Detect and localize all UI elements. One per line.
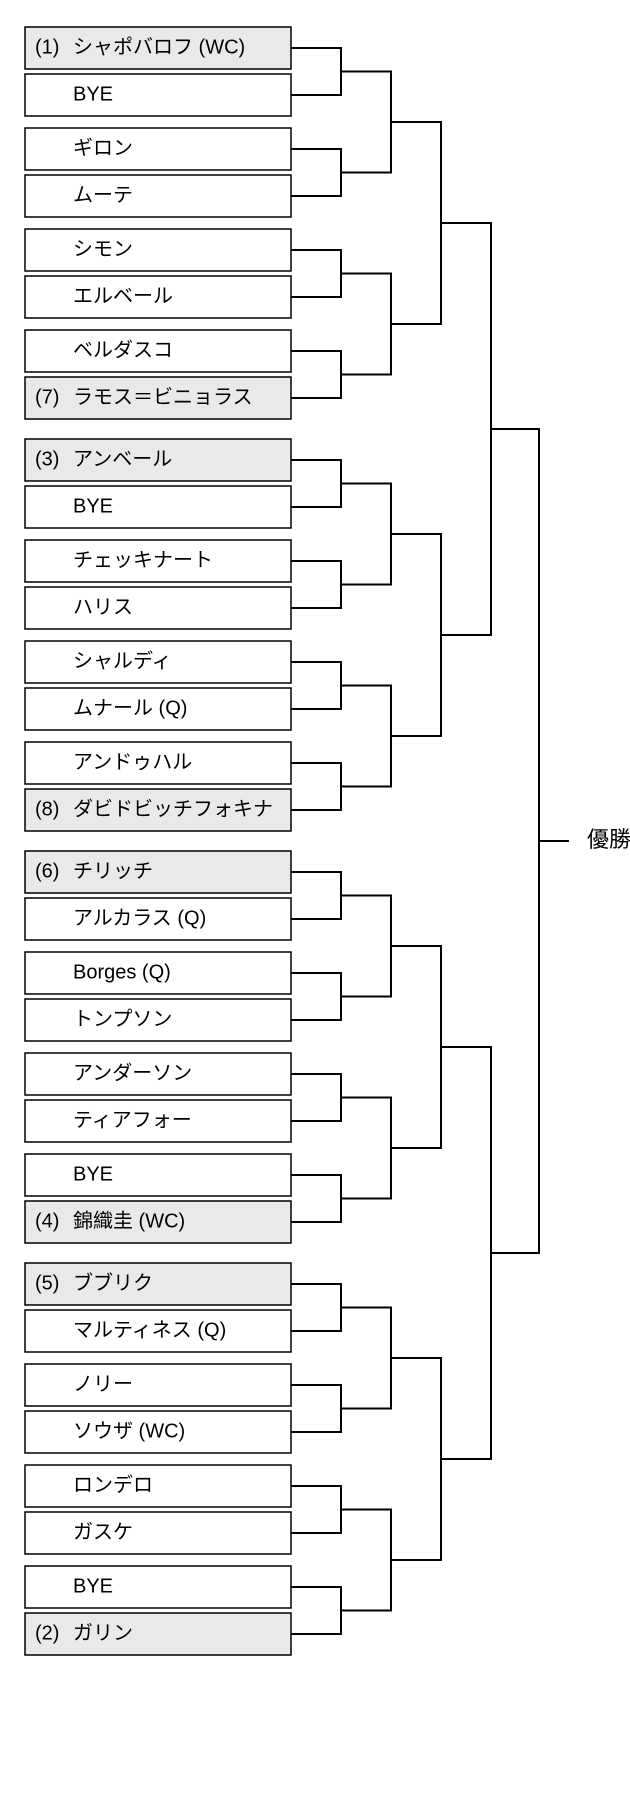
bracket-connector (341, 72, 391, 173)
player-name: チェッキナート (73, 549, 213, 571)
player-slot (25, 1512, 291, 1554)
player-name: アルカラス (Q) (73, 907, 206, 929)
player-name: ラモス＝ビニョラス (73, 385, 253, 408)
winner-label: 優勝 (587, 827, 630, 852)
player-name: BYE (73, 83, 113, 105)
player-name: ハリス (73, 596, 133, 618)
bracket-connector (441, 1047, 491, 1459)
bracket-connector (391, 946, 441, 1148)
player-slot (25, 1613, 291, 1655)
bracket-connector (341, 274, 391, 375)
bracket-connector (291, 48, 341, 95)
player-seed: (1) (35, 36, 59, 58)
player-slot (25, 1566, 291, 1608)
player-slot (25, 851, 291, 893)
player-name: アンダーソン (73, 1061, 192, 1084)
bracket-connector (391, 1358, 441, 1560)
player-name: ムーテ (73, 184, 133, 206)
player-name: BYE (73, 1163, 113, 1185)
bracket-connector (391, 122, 441, 324)
player-name: シャルディ (73, 649, 172, 672)
player-name: アンベール (73, 448, 172, 470)
bracket-connector (341, 896, 391, 997)
bracket-connector (291, 460, 341, 507)
player-slot (25, 1263, 291, 1305)
player-slot (25, 1364, 291, 1406)
player-name: シモン (73, 238, 133, 260)
player-name: ベルダスコ (73, 338, 173, 361)
player-name: ガスケ (73, 1520, 133, 1543)
player-name: BYE (73, 1575, 113, 1597)
bracket-connector (291, 1284, 341, 1331)
bracket-connector (291, 1175, 341, 1222)
bracket-connector (391, 534, 441, 736)
player-name: シャポバロフ (WC) (73, 35, 245, 58)
player-name: ガリン (73, 1621, 133, 1644)
player-name: エルベール (73, 285, 173, 307)
player-seed: (8) (35, 798, 59, 820)
bracket-connector (341, 1510, 391, 1611)
player-name: チリッチ (73, 860, 153, 882)
player-seed: (6) (35, 860, 59, 882)
player-name: マルティネス (Q) (73, 1319, 226, 1341)
player-slot (25, 1465, 291, 1507)
player-slot (25, 74, 291, 116)
bracket-connector (291, 1587, 341, 1634)
player-seed: (2) (35, 1622, 59, 1644)
player-name: ソウザ (WC) (73, 1420, 185, 1442)
player-name: BYE (73, 495, 113, 517)
bracket-connector (291, 662, 341, 709)
player-slot (25, 175, 291, 217)
player-name: アンドゥハル (73, 751, 192, 773)
bracket-connector (291, 973, 341, 1020)
player-name: 錦織圭 (WC) (73, 1209, 185, 1232)
player-seed: (4) (35, 1210, 59, 1232)
bracket-connector (291, 1074, 341, 1121)
bracket-connector (341, 686, 391, 787)
bracket-connector (291, 1385, 341, 1432)
bracket-connector (291, 561, 341, 608)
bracket-connector (491, 429, 539, 1253)
player-slot (25, 486, 291, 528)
player-name: ブブリク (73, 1270, 153, 1294)
player-slot (25, 587, 291, 629)
bracket-connector (291, 1486, 341, 1533)
bracket-connector (341, 1098, 391, 1199)
tournament-bracket: (1) シャポバロフ (WC) BYE ギロンムーテシモンエルベールベルダスコ (7) ラ… (0, 0, 630, 1815)
bracket-connector (291, 763, 341, 810)
player-slot (25, 128, 291, 170)
player-seed: (5) (35, 1272, 59, 1294)
bracket-connector (341, 484, 391, 585)
player-name: ロンデロ (73, 1473, 153, 1496)
player-seed: (7) (35, 386, 59, 408)
player-name: ダビドビッチフォキナ (73, 797, 273, 820)
player-name: ティアフォー (73, 1109, 192, 1131)
player-name: Borges (Q) (73, 961, 171, 983)
bracket-connector (291, 149, 341, 196)
bracket-connector (341, 1308, 391, 1409)
player-slot (25, 229, 291, 271)
player-seed: (3) (35, 448, 59, 470)
player-name: トンプソン (73, 1008, 172, 1030)
player-name: ギロン (73, 136, 133, 159)
player-name: ノリー (73, 1373, 133, 1395)
player-slot (25, 1154, 291, 1196)
player-name: ムナール (Q) (73, 697, 187, 719)
bracket-connector (291, 250, 341, 297)
bracket-connector (291, 872, 341, 919)
bracket-connector (441, 223, 491, 635)
bracket-connector (291, 351, 341, 398)
